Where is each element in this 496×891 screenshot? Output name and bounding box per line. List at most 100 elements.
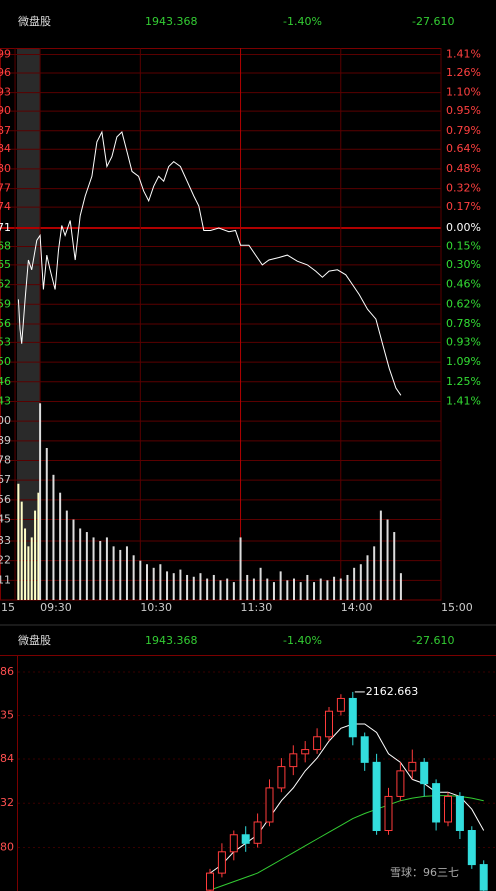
candle-body: [396, 770, 405, 797]
index-name: 微盘股: [18, 633, 51, 647]
volume-tick-label: 67: [0, 473, 11, 486]
x-tick-label: 11:30: [241, 601, 273, 614]
volume-tick-label: 78: [0, 454, 11, 467]
x-tick-label: 15: [1, 601, 15, 614]
candle-body: [455, 795, 464, 832]
volume-bar: [366, 555, 369, 600]
volume-bar: [45, 447, 48, 600]
volume-bar: [346, 574, 349, 600]
volume-bar: [306, 574, 309, 600]
candle-body: [253, 821, 262, 844]
candle-body: [467, 830, 476, 866]
y-tick-label-left: 50: [0, 355, 11, 368]
y-tick-label: 1.25%: [446, 375, 481, 388]
change: -27.610: [412, 15, 454, 28]
y-tick-label: 0.15%: [446, 239, 481, 252]
volume-bar: [239, 537, 242, 600]
volume-bar: [266, 578, 269, 600]
volume-bar: [39, 403, 42, 600]
y-tick-label-left: 80: [0, 162, 11, 175]
volume-bar: [186, 574, 189, 600]
volume-bar: [226, 578, 229, 600]
y-tick-label-left: 87: [0, 124, 11, 137]
y-tick-label: 84: [0, 752, 14, 765]
volume-bar: [179, 569, 182, 600]
candle-body: [265, 787, 274, 823]
candle-body: [217, 851, 226, 874]
volume-bar: [132, 555, 135, 600]
volume-bar: [286, 580, 289, 600]
volume-tick-label: 89: [0, 434, 11, 447]
x-tick-label: 10:30: [140, 601, 172, 614]
volume-bar: [79, 528, 82, 600]
y-tick-label: 32: [0, 796, 14, 809]
volume-bar: [252, 578, 255, 600]
candle-body: [384, 795, 393, 832]
volume-bar: [379, 510, 382, 600]
volume-bar: [326, 580, 329, 600]
y-tick-label: 1.26%: [446, 66, 481, 79]
volume-bar: [219, 580, 222, 600]
y-tick-label-left: 56: [0, 317, 11, 330]
y-tick-label: 86: [0, 665, 14, 678]
volume-bar: [30, 537, 33, 600]
y-tick-label: 0.48%: [446, 162, 481, 175]
candle-body: [408, 761, 417, 772]
volume-bar: [279, 571, 282, 600]
candle-body: [432, 783, 441, 823]
watermark: 雪球：96三七: [390, 865, 459, 879]
volume-bar: [313, 582, 316, 600]
volume-bar: [393, 532, 396, 600]
volume-bar: [37, 492, 40, 600]
y-tick-label-left: 74: [0, 200, 11, 213]
volume-bar: [99, 540, 102, 600]
volume-bar: [199, 573, 202, 600]
volume-bar: [166, 571, 169, 600]
volume-bar: [246, 574, 249, 600]
volume-bar: [34, 510, 37, 600]
y-tick-label: 0.79%: [446, 124, 481, 137]
index-name: 微盘股: [18, 14, 51, 28]
volume-bar: [139, 560, 142, 600]
volume-bar: [159, 564, 162, 600]
volume-bar: [146, 564, 148, 600]
candle-body: [348, 697, 357, 738]
candle-body: [372, 761, 381, 832]
y-tick-label: 1.09%: [446, 355, 481, 368]
volume-tick-label: 56: [0, 493, 11, 506]
volume-bar: [353, 567, 356, 600]
volume-tick-label: 00: [0, 414, 11, 427]
y-tick-label: 0.78%: [446, 317, 481, 330]
volume-bar: [319, 578, 322, 600]
volume-bar: [59, 492, 62, 600]
y-tick-label: 0.64%: [446, 142, 481, 155]
y-tick-label: 1.10%: [446, 86, 481, 99]
volume-bar: [359, 564, 362, 600]
index-value: 1943.368: [145, 15, 198, 28]
volume-bar: [105, 537, 108, 600]
volume-bar: [65, 510, 68, 600]
candle-body: [444, 795, 452, 823]
volume-bar: [27, 546, 30, 600]
y-tick-label: 0.32%: [446, 182, 481, 195]
y-tick-label: 0.46%: [446, 278, 481, 291]
candle-body: [479, 864, 488, 891]
candle-body: [277, 766, 286, 789]
y-tick-label: 0.95%: [446, 104, 481, 117]
volume-bar: [232, 582, 235, 600]
y-tick-label-left: 43: [0, 395, 11, 408]
change-pct: -1.40%: [283, 15, 322, 28]
y-tick-label: 80: [0, 841, 14, 854]
y-tick-label-left: 77: [0, 182, 11, 195]
y-tick-label: 0.62%: [446, 297, 481, 310]
y-tick-label: 0.17%: [446, 200, 481, 213]
candle-body: [301, 749, 310, 755]
volume-bar: [259, 567, 262, 600]
volume-bar: [373, 546, 376, 600]
y-tick-label: 0.00%: [446, 221, 481, 234]
volume-bar: [152, 567, 155, 600]
candle-body: [325, 710, 333, 738]
candle-body: [206, 872, 214, 891]
volume-bar: [299, 582, 302, 600]
